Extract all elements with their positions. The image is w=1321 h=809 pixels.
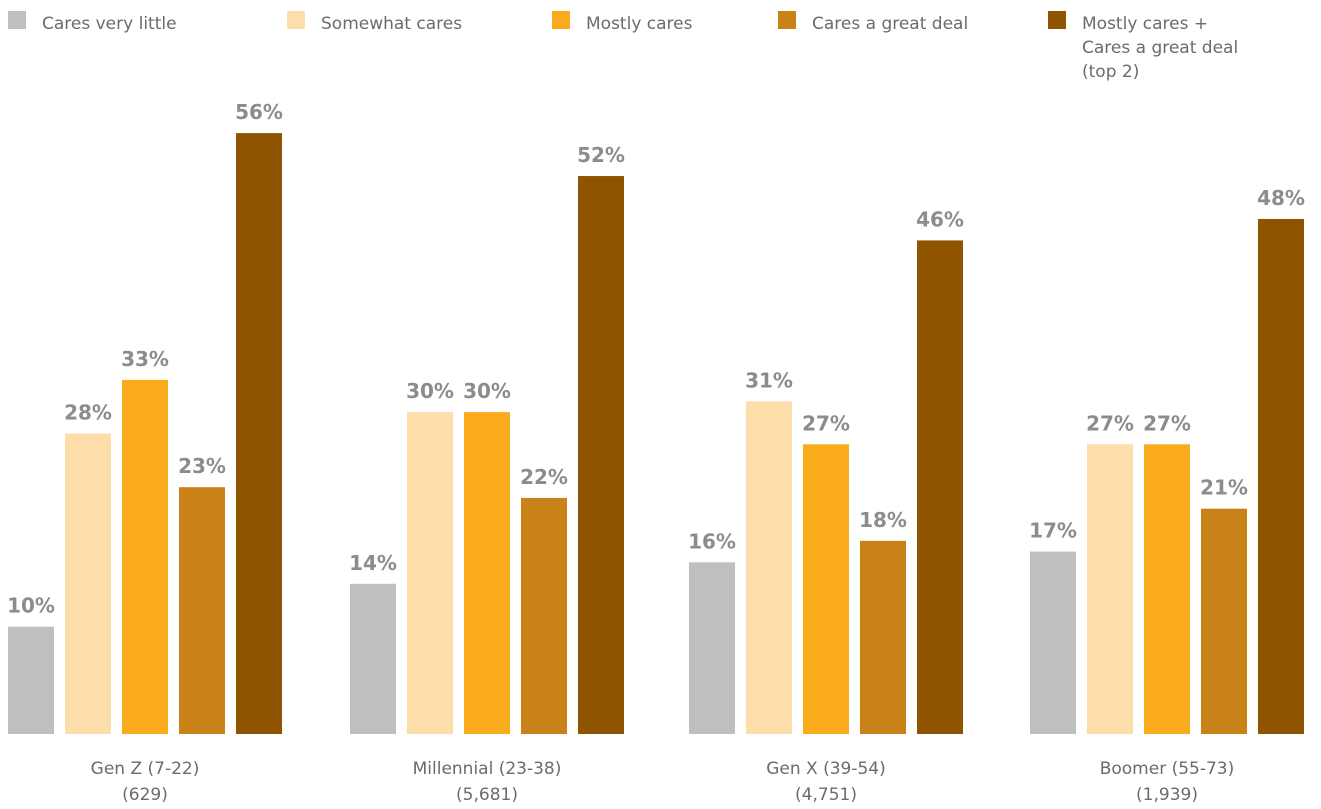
bar bbox=[1201, 508, 1247, 734]
x-tick-label: (5,681) bbox=[456, 785, 518, 805]
x-axis-labels: Gen Z (7-22) (629) Millennial (23-38) (5,68… bbox=[91, 759, 1235, 805]
bar bbox=[1258, 218, 1304, 734]
data-label: 27% bbox=[1143, 411, 1191, 435]
bar bbox=[803, 444, 849, 734]
bar bbox=[521, 497, 567, 734]
x-tick-label: Gen X (39-54) bbox=[766, 759, 886, 779]
data-label: 23% bbox=[178, 454, 226, 478]
bar bbox=[860, 540, 906, 734]
data-label: 33% bbox=[121, 347, 169, 371]
legend-label: Mostly cares bbox=[586, 14, 693, 34]
data-label: 17% bbox=[1029, 519, 1077, 543]
bar bbox=[65, 433, 111, 734]
data-label: 10% bbox=[7, 594, 55, 618]
x-tick-label: Millennial (23-38) bbox=[413, 759, 562, 779]
data-label: 48% bbox=[1257, 186, 1305, 210]
x-tick-label: (629) bbox=[122, 785, 168, 805]
legend: Cares very little Somewhat cares Mostly ca… bbox=[8, 11, 1238, 82]
legend-swatch bbox=[552, 11, 570, 29]
data-label: 31% bbox=[745, 368, 793, 392]
bar-groups: 10%28%33%23%56%14%30% 30%22%52%16%31%27%1… bbox=[7, 100, 1305, 735]
data-label: 22% bbox=[520, 465, 568, 489]
bar bbox=[1087, 444, 1133, 734]
data-label: 27% bbox=[1086, 411, 1134, 435]
x-tick-label: Gen Z (7-22) bbox=[91, 759, 200, 779]
data-label: 56% bbox=[235, 100, 283, 124]
data-label: 27% bbox=[802, 411, 850, 435]
legend-label: (top 2) bbox=[1082, 62, 1139, 82]
legend-label: Cares very little bbox=[42, 14, 177, 34]
bar bbox=[1030, 551, 1076, 734]
bar bbox=[1144, 444, 1190, 734]
data-label: 30% bbox=[406, 379, 454, 403]
bar bbox=[689, 562, 735, 734]
x-tick-label: (1,939) bbox=[1136, 785, 1198, 805]
bar bbox=[407, 412, 453, 734]
bar bbox=[236, 133, 282, 734]
legend-swatch bbox=[287, 11, 305, 29]
legend-swatch bbox=[1048, 11, 1066, 29]
bar bbox=[578, 176, 624, 735]
data-label: 21% bbox=[1200, 476, 1248, 500]
legend-label: Somewhat cares bbox=[321, 14, 462, 34]
bar bbox=[122, 379, 168, 734]
bar-group: 14% 30% 30% 22% 52% bbox=[349, 143, 625, 735]
legend-swatch bbox=[778, 11, 796, 29]
data-label: 30% bbox=[463, 379, 511, 403]
x-tick-label: Boomer (55-73) bbox=[1100, 759, 1235, 779]
bar bbox=[464, 412, 510, 734]
data-label: 52% bbox=[577, 143, 625, 167]
x-tick-label: (4,751) bbox=[795, 785, 857, 805]
data-label: 46% bbox=[916, 207, 964, 231]
bar bbox=[8, 626, 54, 734]
bar bbox=[917, 240, 963, 735]
bar bbox=[746, 401, 792, 734]
bar bbox=[179, 487, 225, 734]
bar bbox=[350, 583, 396, 734]
legend-label: Cares a great deal bbox=[812, 14, 968, 34]
data-label: 14% bbox=[349, 551, 397, 575]
legend-swatch bbox=[8, 11, 26, 29]
data-label: 18% bbox=[859, 508, 907, 532]
bar-group: 16% 31% 27% 18% 46% bbox=[688, 207, 964, 735]
legend-label: Mostly cares + bbox=[1082, 14, 1208, 34]
data-label: 28% bbox=[64, 401, 112, 425]
bar-group: 10% 28% 33% 23% 56% bbox=[7, 100, 283, 734]
data-label: 16% bbox=[688, 529, 736, 553]
legend-label: Cares a great deal bbox=[1082, 38, 1238, 58]
bar-group: 17% 27% 27% 21% 48% bbox=[1029, 186, 1305, 734]
